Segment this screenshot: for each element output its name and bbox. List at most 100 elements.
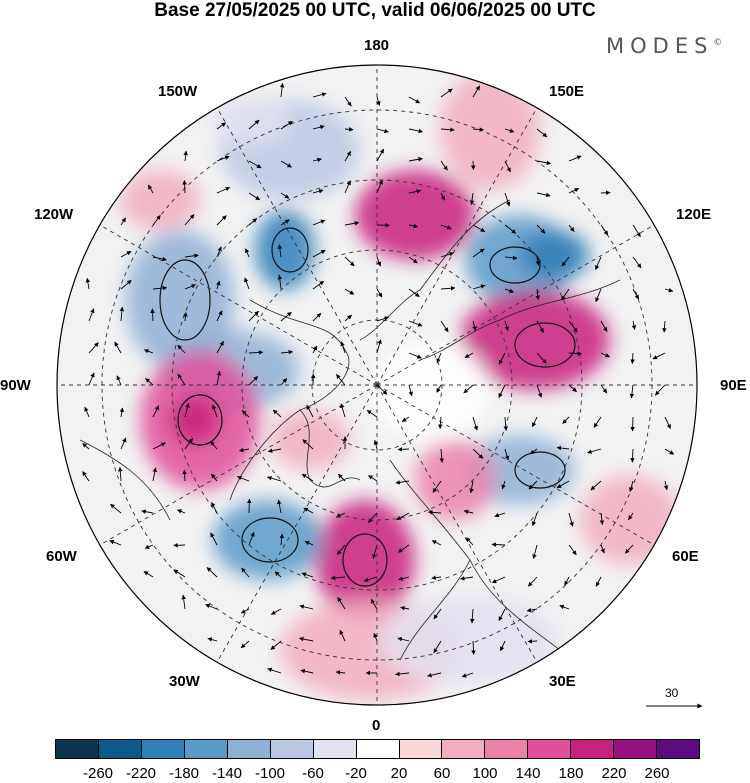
wind-vector — [280, 120, 293, 130]
anomaly-area — [520, 230, 590, 280]
wind-vector — [183, 312, 188, 322]
lon-label-0: 0 — [372, 717, 381, 734]
wind-vector — [472, 248, 485, 258]
wind-vector — [632, 256, 642, 269]
wind-vector — [376, 316, 390, 322]
wind-vector — [652, 352, 666, 360]
colorbar-segment — [56, 740, 99, 758]
wind-vector — [211, 404, 218, 418]
wind-vector — [211, 473, 218, 482]
lon-label-90w: 90W — [0, 377, 31, 394]
wind-vector — [368, 512, 378, 523]
wind-vector — [173, 569, 186, 578]
anomaly-field — [120, 70, 680, 700]
wind-vector — [536, 160, 552, 166]
wind-vector — [240, 608, 250, 614]
wind-vector — [556, 445, 570, 451]
lon-label-30w: 30W — [169, 673, 200, 690]
colorbar-segment — [657, 740, 700, 758]
wind-vector — [568, 224, 575, 232]
colorbar-segment — [571, 740, 615, 758]
wind-vector — [504, 224, 517, 234]
wind-vector — [471, 640, 476, 655]
wind-vector — [88, 342, 99, 354]
colorbar-segment — [98, 740, 142, 758]
wind-vector — [150, 308, 155, 322]
contour-lines — [159, 227, 576, 587]
wind-vector — [312, 124, 325, 130]
wind-vector — [280, 349, 294, 355]
wind-vector — [433, 608, 442, 620]
wind-vector — [344, 180, 351, 194]
wind-vector — [85, 277, 91, 290]
meridian-line — [216, 384, 378, 663]
anomaly-area — [370, 340, 490, 440]
wind-vector — [595, 288, 602, 303]
wind-vector — [120, 217, 126, 226]
wind-vector — [664, 416, 671, 430]
wind-vector — [248, 218, 258, 226]
wind-vector — [303, 507, 314, 514]
wind-vector — [152, 214, 161, 226]
wind-vector — [272, 409, 282, 418]
lon-label-120e: 120E — [676, 206, 712, 223]
wind-vector — [428, 510, 442, 515]
wind-vector — [532, 416, 538, 428]
wind-vector — [595, 256, 602, 271]
wind-vector — [367, 475, 378, 482]
anomaly-area — [355, 170, 475, 260]
wind-vector — [344, 288, 355, 295]
wind-vector — [177, 344, 186, 354]
wind-vector — [562, 416, 570, 424]
wind-vector — [280, 192, 290, 199]
wind-vector — [339, 629, 346, 642]
wind-vector — [84, 406, 90, 418]
wind-vector — [267, 476, 282, 482]
wind-vector — [301, 572, 314, 578]
wind-vector — [376, 256, 382, 267]
wind-vector — [593, 416, 602, 428]
wind-vector — [370, 598, 378, 610]
colorbar-segment — [442, 740, 486, 758]
wind-vector — [372, 544, 378, 559]
wind-vector — [431, 575, 442, 580]
wind-vector — [465, 537, 474, 546]
wind-vector — [280, 160, 292, 168]
wind-vector — [536, 192, 551, 198]
wind-vector — [312, 157, 322, 163]
wind-vector — [630, 448, 635, 463]
wind-vector — [600, 224, 609, 236]
wind-vector — [240, 640, 250, 649]
wind-vector — [119, 407, 125, 418]
wind-vector — [469, 480, 474, 494]
latitude-circle — [171, 179, 583, 591]
meridian-line — [99, 224, 378, 386]
wind-vector — [431, 540, 442, 546]
wind-vector — [144, 544, 154, 549]
meridian-line — [376, 384, 538, 663]
wind-vector — [536, 352, 547, 364]
wind-vector — [628, 480, 634, 493]
anomaly-area — [580, 475, 680, 565]
colorbar-segment — [313, 740, 357, 758]
lat-lon-grid — [57, 65, 697, 705]
wind-vector — [469, 192, 475, 205]
colorbar-segment — [270, 740, 314, 758]
wind-vector — [568, 544, 577, 556]
wind-vector — [298, 636, 314, 642]
wind-vector — [184, 284, 197, 290]
anomaly-area — [213, 500, 323, 580]
wind-vector — [82, 443, 90, 450]
wind-vector — [216, 340, 224, 354]
wind-vector — [312, 189, 324, 194]
lon-label-60e: 60E — [672, 548, 699, 565]
wind-vector — [330, 575, 346, 581]
wind-vector — [664, 288, 674, 293]
colorbar-tick-label: 180 — [558, 765, 584, 782]
wind-vector — [504, 160, 511, 173]
wind-vector — [395, 671, 410, 677]
wind-vector — [376, 128, 389, 134]
wind-vector — [236, 475, 250, 482]
wind-vector — [248, 160, 262, 169]
map-title: Base 27/05/2025 00 UTC, valid 06/06/2025… — [154, 0, 596, 21]
